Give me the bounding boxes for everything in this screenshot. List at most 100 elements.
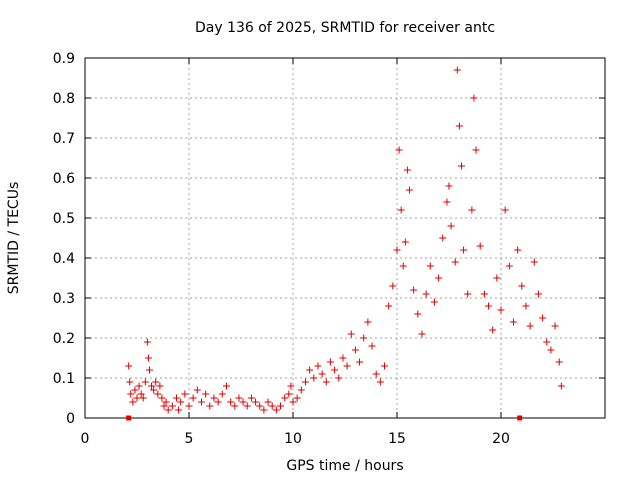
- x-tick-label: 5: [185, 431, 194, 447]
- data-point: [202, 390, 210, 398]
- data-point: [227, 398, 235, 406]
- data-point: [247, 394, 255, 402]
- y-axis-label: SRMTID / TECUs: [6, 182, 22, 295]
- data-point: [218, 390, 226, 398]
- data-point: [197, 398, 205, 406]
- data-point: [127, 390, 135, 398]
- data-point: [518, 282, 526, 290]
- data-point: [551, 322, 559, 330]
- data-point: [468, 206, 476, 214]
- data-point: [356, 358, 364, 366]
- data-point: [260, 406, 268, 414]
- x-tick-label: 10: [284, 431, 302, 447]
- data-point: [422, 290, 430, 298]
- data-point: [376, 378, 384, 386]
- data-point: [175, 406, 183, 414]
- y-tick-label: 0.6: [53, 171, 75, 187]
- data-point: [256, 402, 264, 410]
- y-tick-label: 0.7: [53, 131, 75, 147]
- data-point: [222, 382, 230, 390]
- data-point: [445, 182, 453, 190]
- y-tick-label: 0.5: [53, 211, 75, 227]
- data-point: [457, 162, 465, 170]
- x-axis-marker: [126, 415, 132, 421]
- data-point: [530, 258, 538, 266]
- data-point: [143, 338, 151, 346]
- data-point: [239, 398, 247, 406]
- data-point: [326, 358, 334, 366]
- y-tick-label: 0: [66, 411, 75, 427]
- axis-markers: [126, 415, 523, 421]
- data-point: [206, 402, 214, 410]
- data-point: [285, 390, 293, 398]
- data-point: [310, 374, 318, 382]
- data-point: [397, 206, 405, 214]
- data-point: [318, 370, 326, 378]
- data-point: [514, 246, 522, 254]
- data-point: [135, 382, 143, 390]
- data-point: [430, 298, 438, 306]
- data-point: [539, 314, 547, 322]
- data-point: [185, 402, 193, 410]
- data-point: [252, 398, 260, 406]
- data-point: [264, 398, 272, 406]
- data-point: [418, 330, 426, 338]
- data-point: [347, 330, 355, 338]
- data-point: [470, 94, 478, 102]
- data-point: [177, 398, 185, 406]
- data-point: [360, 334, 368, 342]
- data-point: [464, 290, 472, 298]
- data-point: [141, 378, 149, 386]
- data-point: [493, 274, 501, 282]
- data-point: [133, 394, 141, 402]
- y-tick-label: 0.4: [53, 251, 75, 267]
- y-tick-label: 0.9: [53, 51, 75, 67]
- data-point: [534, 290, 542, 298]
- data-point: [131, 386, 139, 394]
- data-point: [139, 394, 147, 402]
- data-point: [405, 186, 413, 194]
- data-point: [339, 354, 347, 362]
- data-point: [485, 302, 493, 310]
- x-axis-label: GPS time / hours: [286, 458, 403, 474]
- data-point: [497, 306, 505, 314]
- y-tick-label: 0.3: [53, 291, 75, 307]
- data-point: [129, 398, 137, 406]
- data-point: [453, 66, 461, 74]
- data-point: [381, 362, 389, 370]
- data-point: [399, 262, 407, 270]
- data-point: [231, 402, 239, 410]
- data-point: [126, 378, 134, 386]
- data-point: [137, 390, 145, 398]
- data-point: [451, 258, 459, 266]
- y-tick-label: 0.1: [53, 371, 75, 387]
- data-point: [364, 318, 372, 326]
- data-point: [455, 122, 463, 130]
- data-point: [368, 342, 376, 350]
- data-point: [181, 390, 189, 398]
- data-point: [543, 338, 551, 346]
- chart-title: Day 136 of 2025, SRMTID for receiver ant…: [195, 20, 495, 36]
- data-point: [148, 382, 156, 390]
- x-tick-label: 20: [492, 431, 510, 447]
- data-point: [158, 394, 166, 402]
- data-point: [193, 386, 201, 394]
- data-point: [277, 402, 285, 410]
- data-point: [372, 370, 380, 378]
- y-tick-label: 0.2: [53, 331, 75, 347]
- data-point: [162, 398, 170, 406]
- data-point: [125, 362, 133, 370]
- data-point: [152, 378, 160, 386]
- x-axis-marker: [517, 415, 523, 421]
- data-point: [476, 242, 484, 250]
- data-point: [526, 322, 534, 330]
- data-point: [281, 394, 289, 402]
- data-point: [268, 402, 276, 410]
- x-tick-label: 0: [81, 431, 90, 447]
- data-point: [472, 146, 480, 154]
- data-point: [173, 394, 181, 402]
- data-point: [331, 366, 339, 374]
- data-point: [156, 382, 164, 390]
- data-point: [557, 382, 565, 390]
- y-tick-label: 0.8: [53, 91, 75, 107]
